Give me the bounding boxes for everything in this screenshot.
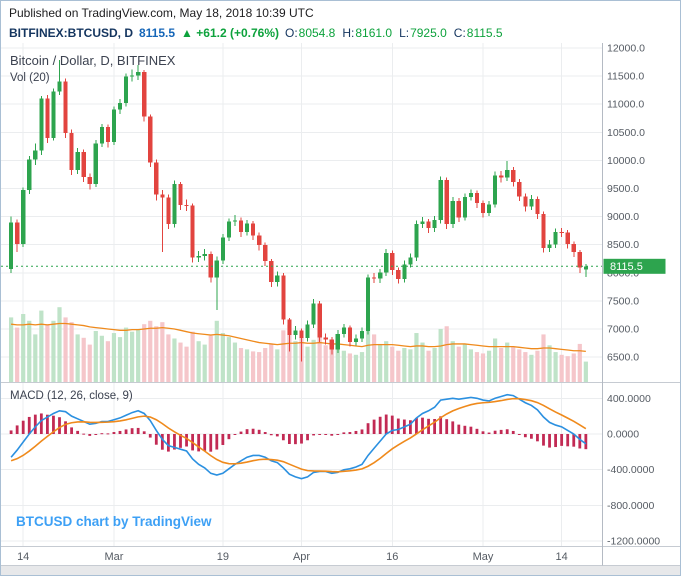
svg-text:7000.0: 7000.0 — [607, 324, 639, 336]
high-label: H: — [342, 26, 355, 40]
svg-text:16: 16 — [386, 551, 398, 563]
svg-text:8115.5: 8115.5 — [610, 261, 643, 273]
tradingview-watermark-link[interactable]: BTCUSD chart by TradingView — [16, 514, 212, 529]
price-change: ▲ +61.2 (+0.76%) — [181, 26, 279, 40]
close-value: 8115.5 — [466, 26, 503, 40]
chart-area: 12000.0 11500.0 11000.0 10500.0 10000.0 9500.… — [1, 43, 680, 575]
open-value: 8054.8 — [298, 26, 336, 40]
svg-text:12000.0: 12000.0 — [607, 43, 645, 55]
high-value: 8161.0 — [355, 26, 393, 40]
svg-text:19: 19 — [217, 551, 229, 563]
svg-text:9000.0: 9000.0 — [607, 211, 639, 223]
svg-text:400.0000: 400.0000 — [607, 393, 651, 405]
symbol-name: BITFINEX:BTCUSD, D — [9, 26, 133, 40]
close-label: C: — [453, 26, 466, 40]
published-bar: Published on TradingView.com, May 18, 20… — [1, 1, 680, 23]
svg-text:10000.0: 10000.0 — [607, 155, 645, 167]
symbol-info-bar: BITFINEX:BTCUSD, D 8115.5 ▲ +61.2 (+0.76… — [1, 23, 680, 43]
svg-text:10500.0: 10500.0 — [607, 127, 645, 139]
open-label: O: — [284, 26, 298, 40]
svg-text:14: 14 — [17, 551, 29, 563]
svg-text:14: 14 — [556, 551, 568, 563]
svg-text:Mar: Mar — [104, 551, 123, 563]
svg-text:0.0000: 0.0000 — [607, 429, 639, 441]
macd-legend: MACD (12, 26, close, 9) — [10, 390, 133, 402]
chart-canvas[interactable]: 12000.0 11500.0 11000.0 10500.0 10000.0 9500.… — [1, 43, 680, 575]
published-text: Published on TradingView.com, May 18, 20… — [9, 6, 314, 20]
svg-text:-400.0000: -400.0000 — [607, 464, 654, 476]
svg-text:8500.0: 8500.0 — [607, 239, 639, 251]
svg-text:May: May — [473, 551, 494, 563]
svg-text:6500.0: 6500.0 — [607, 352, 639, 364]
volume-legend: Vol (20) — [10, 72, 50, 84]
last-price-value: 8115.5 — [139, 26, 176, 40]
svg-text:11000.0: 11000.0 — [607, 99, 644, 111]
chart-legend-title: Bitcoin / Dollar, D, BITFINEX — [10, 53, 176, 68]
svg-text:-1200.0000: -1200.0000 — [607, 536, 660, 548]
svg-text:7500.0: 7500.0 — [607, 295, 639, 307]
svg-text:11500.0: 11500.0 — [607, 71, 644, 83]
svg-text:9500.0: 9500.0 — [607, 183, 639, 195]
low-value: 7925.0 — [410, 26, 447, 40]
svg-text:-800.0000: -800.0000 — [607, 500, 654, 512]
low-label: L: — [399, 26, 410, 40]
svg-text:Apr: Apr — [293, 551, 310, 563]
